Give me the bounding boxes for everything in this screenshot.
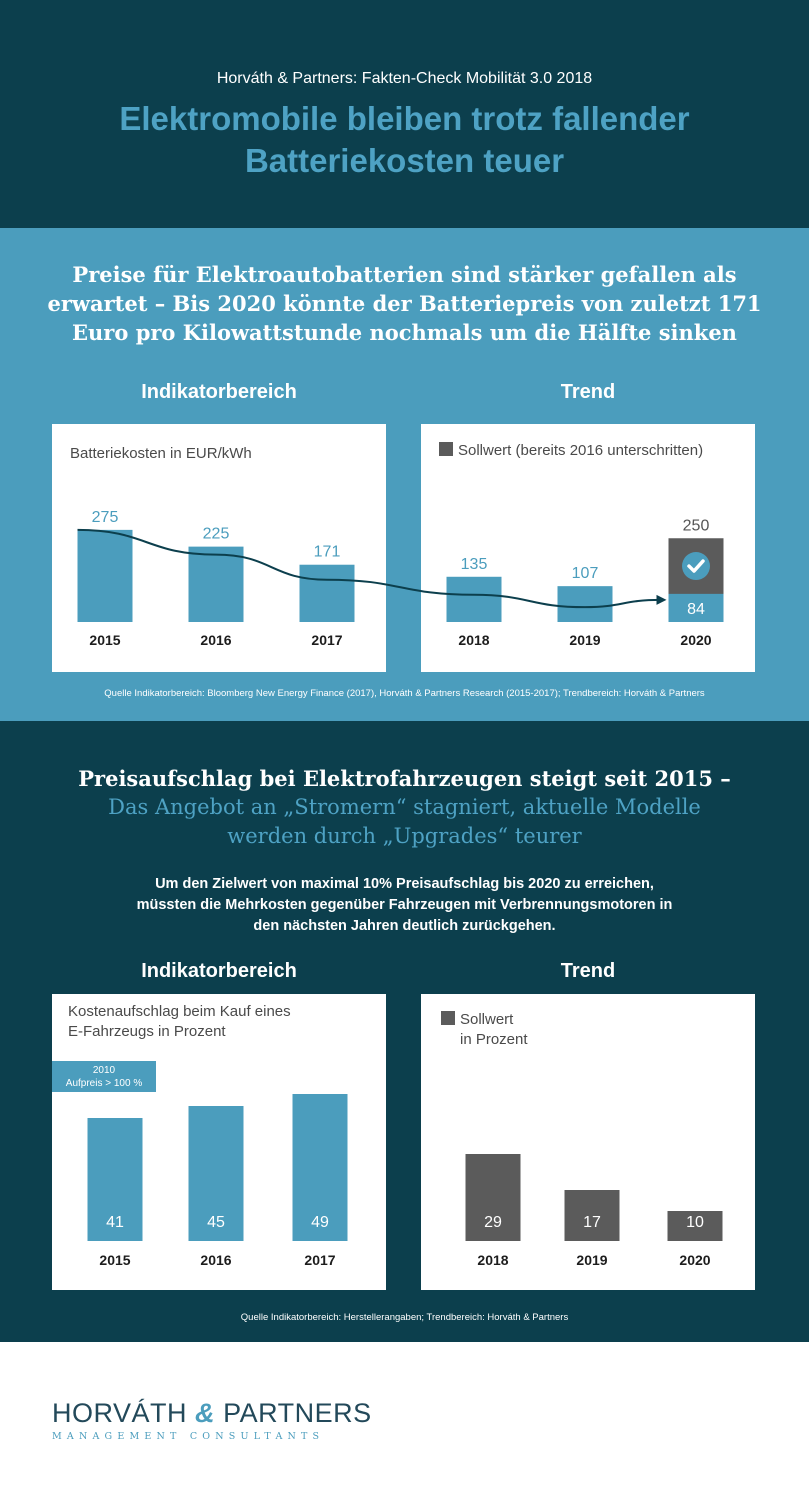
x-tick-label: 2017 — [311, 632, 342, 648]
bar — [188, 1106, 244, 1241]
battery-trend-legend: Sollwert (bereits 2016 unterschritten) — [439, 441, 703, 461]
price-subheadline-line-1: Das Angebot an „Stromern“ stagniert, akt… — [108, 795, 701, 819]
battery-headline-line-1: Preise für Elektroautobatterien sind stä… — [72, 262, 737, 287]
price-trend-heading: Trend — [560, 960, 616, 982]
logo-tagline: MANAGEMENT CONSULTANTS — [52, 1431, 325, 1442]
x-tick-label: 2018 — [477, 1252, 508, 1268]
target-label: 250 — [683, 517, 710, 534]
battery-headline-line-2: erwartet – Bis 2020 könnte der Batteriep… — [47, 291, 762, 316]
x-tick-label: 2016 — [200, 632, 231, 648]
x-tick-label: 2020 — [679, 1252, 710, 1268]
page-title-line-1: Elektromobile bleiben trotz fallender — [119, 100, 690, 137]
price-trend-legend-line-1: Sollwert — [460, 1011, 514, 1028]
price-indicator-label: Kostenaufschlag beim Kauf eines E-Fahrze… — [68, 1002, 291, 1042]
price-trend-legend: Sollwert in Prozent — [441, 1010, 528, 1050]
price-indicator-label-line-2: E-Fahrzeugs in Prozent — [68, 1023, 226, 1040]
price-intro-line-1: Um den Zielwert von maximal 10% Preisauf… — [155, 876, 654, 892]
bar — [465, 1154, 521, 1241]
bar-value-label: 171 — [314, 544, 341, 561]
x-tick-label: 2020 — [680, 632, 711, 648]
bar — [446, 576, 502, 622]
bar — [564, 1190, 620, 1241]
annotation-badge-text: Aufpreis > 100 % — [66, 1078, 143, 1089]
bar-value-label: 275 — [92, 509, 119, 526]
bar-value-label: 45 — [207, 1214, 225, 1231]
header-section — [0, 0, 809, 228]
legend-swatch — [439, 442, 453, 456]
x-tick-label: 2019 — [576, 1252, 607, 1268]
price-indicator-label-line-1: Kostenaufschlag beim Kauf eines — [68, 1003, 291, 1020]
bar-value-label: 84 — [687, 601, 705, 618]
price-source: Quelle Indikatorbereich: Herstellerangab… — [240, 1312, 569, 1323]
logo-wordmark: HORVÁTH & PARTNERS — [52, 1398, 372, 1429]
x-tick-label: 2019 — [569, 632, 600, 648]
battery-source: Quelle Indikatorbereich: Bloomberg New E… — [104, 688, 705, 699]
battery-trend-heading: Trend — [560, 381, 616, 403]
battery-headline-line-3: Euro pro Kilowattstunde nochmals um die … — [72, 320, 737, 345]
price-trend-legend-line-2: in Prozent — [460, 1031, 528, 1048]
battery-trend-legend-text: Sollwert (bereits 2016 unterschritten) — [458, 442, 704, 459]
battery-indicator-heading: Indikatorbereich — [141, 381, 297, 403]
bar — [292, 1094, 348, 1241]
x-tick-label: 2016 — [200, 1252, 231, 1268]
price-intro-line-3: den nächsten Jahren deutlich zurückgehen… — [253, 918, 556, 934]
battery-indicator-label: Batteriekosten in EUR/kWh — [70, 445, 252, 462]
bar — [557, 586, 613, 622]
eyebrow-text: Horváth & Partners: Fakten-Check Mobilit… — [216, 70, 593, 87]
bar-value-label: 10 — [686, 1214, 704, 1231]
bar — [668, 593, 724, 622]
company-logo: HORVÁTH & PARTNERS MANAGEMENT CONSULTANT… — [52, 1398, 372, 1442]
bar — [667, 1211, 723, 1241]
bar — [188, 546, 244, 622]
x-tick-label: 2015 — [89, 632, 120, 648]
battery-headline: Preise für Elektroautobatterien sind stä… — [30, 260, 779, 347]
logo-name-part-2: PARTNERS — [223, 1398, 372, 1428]
page-title-line-2: Batteriekosten teuer — [244, 142, 565, 179]
price-intro: Um den Zielwert von maximal 10% Preisauf… — [80, 874, 729, 937]
bar — [299, 564, 355, 622]
check-mark-icon — [687, 559, 705, 573]
logo-ampersand: & — [195, 1398, 216, 1428]
logo-name-part-1: HORVÁTH — [52, 1398, 188, 1428]
x-tick-label: 2017 — [304, 1252, 335, 1268]
page-title: Elektromobile bleiben trotz fallender Ba… — [40, 98, 769, 182]
trend-line — [77, 528, 661, 609]
trend-arrowhead — [656, 594, 667, 605]
price-headline: Preisaufschlag bei Elektrofahrzeugen ste… — [78, 766, 731, 791]
footer-section — [0, 1342, 809, 1488]
x-tick-label: 2015 — [99, 1252, 130, 1268]
check-circle-icon — [682, 552, 710, 581]
price-indicator-heading: Indikatorbereich — [141, 960, 297, 982]
bar-value-label: 17 — [583, 1214, 601, 1231]
bar-value-label: 107 — [572, 565, 599, 582]
bar-value-label: 225 — [203, 526, 230, 543]
annotation-badge — [52, 1061, 156, 1092]
bar-value-label: 29 — [484, 1214, 502, 1231]
annotation-badge-year: 2010 — [93, 1065, 116, 1076]
price-subheadline-line-2: werden durch „Upgrades“ teurer — [227, 824, 582, 848]
bar — [77, 529, 133, 622]
bar — [87, 1118, 143, 1241]
legend-swatch — [441, 1011, 455, 1025]
price-subheadline: Das Angebot an „Stromern“ stagniert, akt… — [30, 793, 779, 851]
x-tick-label: 2018 — [458, 632, 489, 648]
bar-value-label: 41 — [106, 1214, 124, 1231]
bar-value-label: 135 — [461, 556, 488, 573]
price-intro-line-2: müssten die Mehrkosten gegenüber Fahrzeu… — [136, 897, 673, 913]
bar-value-label: 49 — [311, 1214, 329, 1231]
